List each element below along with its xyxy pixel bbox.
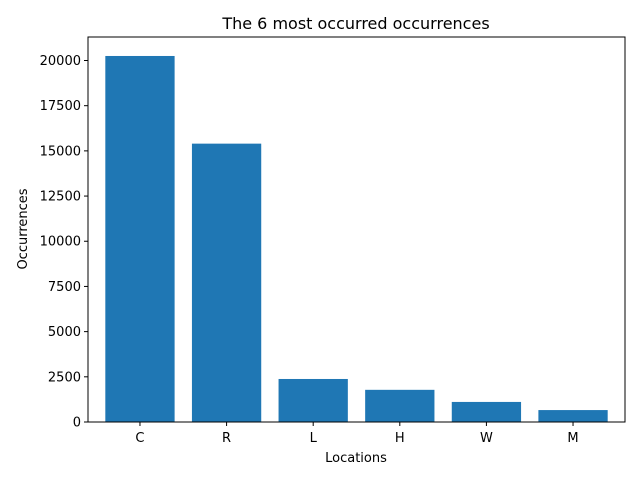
x-tick-label: C: [135, 431, 144, 446]
bars-group: [105, 55, 608, 422]
bar-M: [538, 410, 608, 422]
x-axis-label: Locations: [325, 451, 387, 466]
bar-H: [365, 389, 435, 422]
bar-W: [451, 401, 522, 422]
y-tick-label: 2500: [48, 370, 81, 385]
y-tick-label: 5000: [48, 325, 81, 340]
bar-R: [191, 143, 262, 422]
y-axis-ticks: 0 2500 5000 7500 10000 12500 15000 17500 20000: [40, 54, 88, 431]
x-tick-label: W: [480, 431, 493, 446]
x-tick-label: H: [395, 431, 405, 446]
plot-frame: [87, 36, 626, 423]
y-axis-label: Occurrences: [16, 188, 31, 269]
y-tick-label: 17500: [40, 99, 81, 114]
y-tick-label: 0: [73, 416, 81, 431]
x-tick-label: L: [310, 431, 318, 446]
chart-title: The 6 most occurred occurrences: [221, 14, 489, 33]
y-tick-label: 10000: [40, 235, 81, 250]
bar-L: [278, 378, 348, 422]
y-tick-label: 12500: [40, 190, 81, 205]
x-tick-label: M: [567, 431, 578, 446]
bar-C: [105, 55, 175, 422]
y-tick-label: 7500: [48, 280, 81, 295]
x-tick-label: R: [222, 431, 231, 446]
y-tick-label: 20000: [40, 54, 81, 69]
y-tick-label: 15000: [40, 144, 81, 159]
